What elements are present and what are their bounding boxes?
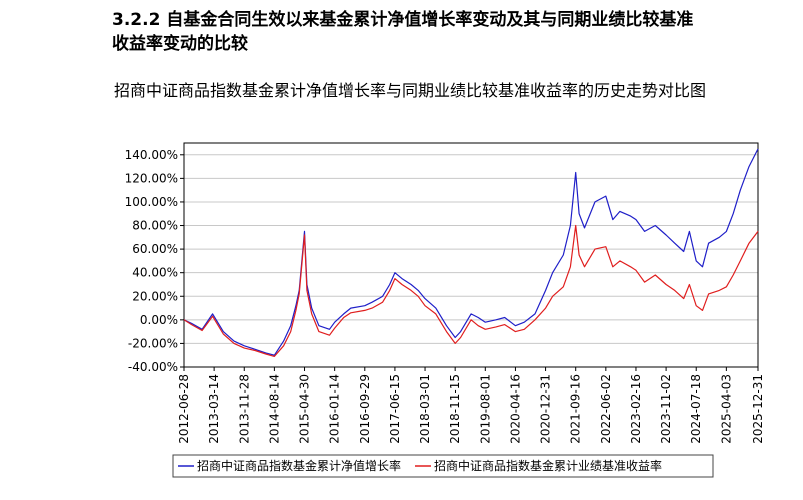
- x-tick-label: 2025-12-31: [751, 374, 765, 444]
- legend-box: [172, 454, 714, 478]
- series-line-fund: [183, 148, 759, 356]
- chart-title: 招商中证商品指数基金累计净值增长率与同期业绩比较基准收益率的历史走势对比图: [113, 81, 706, 100]
- y-tick-label: -40.00%: [128, 360, 178, 374]
- legend-label-fund: 招商中证商品指数基金累计净值增长率: [197, 458, 401, 473]
- x-tick-label: 2016-01-14: [328, 374, 342, 444]
- x-tick-label: 2022-06-02: [599, 374, 613, 444]
- x-tick-label: 2015-04-30: [298, 374, 312, 444]
- section-heading: 3.2.2 自基金合同生效以来基金累计净值增长率变动及其与同期业绩比较基准 收益…: [112, 8, 752, 56]
- section-heading-line1: 3.2.2 自基金合同生效以来基金累计净值增长率变动及其与同期业绩比较基准: [112, 10, 694, 30]
- x-tick-label: 2024-07-18: [689, 374, 703, 444]
- x-tick-label: 2017-06-15: [388, 374, 402, 444]
- y-tick-label: 0.00%: [140, 313, 178, 327]
- section-heading-line2: 收益率变动的比较: [112, 34, 248, 54]
- legend-label-benchmark: 招商中证商品指数基金累计业绩基准收益率: [434, 458, 662, 473]
- y-tick-label: 80.00%: [132, 219, 178, 233]
- y-tick-label: 120.00%: [125, 171, 178, 185]
- x-tick-label: 2020-04-16: [508, 374, 522, 444]
- plot-frame: [183, 142, 759, 368]
- x-tick-label: 2014-08-14: [267, 374, 281, 444]
- y-tick-label: 60.00%: [132, 242, 178, 256]
- x-tick-label: 2025-04-03: [719, 374, 733, 444]
- x-tick-label: 2018-03-01: [418, 374, 432, 444]
- y-tick-label: 40.00%: [132, 266, 178, 280]
- x-tick-label: 2023-11-02: [659, 374, 673, 444]
- y-tick-label: 140.00%: [125, 148, 178, 162]
- y-tick-label: -20.00%: [128, 336, 178, 350]
- x-tick-label: 2016-09-29: [358, 374, 372, 444]
- x-tick-label: 2013-11-28: [237, 374, 251, 444]
- y-tick-label: 20.00%: [132, 289, 178, 303]
- x-tick-label: 2021-09-16: [569, 374, 583, 444]
- x-tick-label: 2018-11-15: [448, 374, 462, 444]
- y-tick-label: 100.00%: [125, 195, 178, 209]
- x-tick-label: 2019-08-01: [478, 374, 492, 444]
- x-tick-label: 2020-12-31: [539, 374, 553, 444]
- x-tick-label: 2013-03-14: [207, 374, 221, 444]
- x-tick-label: 2023-02-16: [629, 374, 643, 444]
- series-line-benchmark: [183, 224, 759, 357]
- x-tick-label: 2012-06-28: [177, 374, 191, 444]
